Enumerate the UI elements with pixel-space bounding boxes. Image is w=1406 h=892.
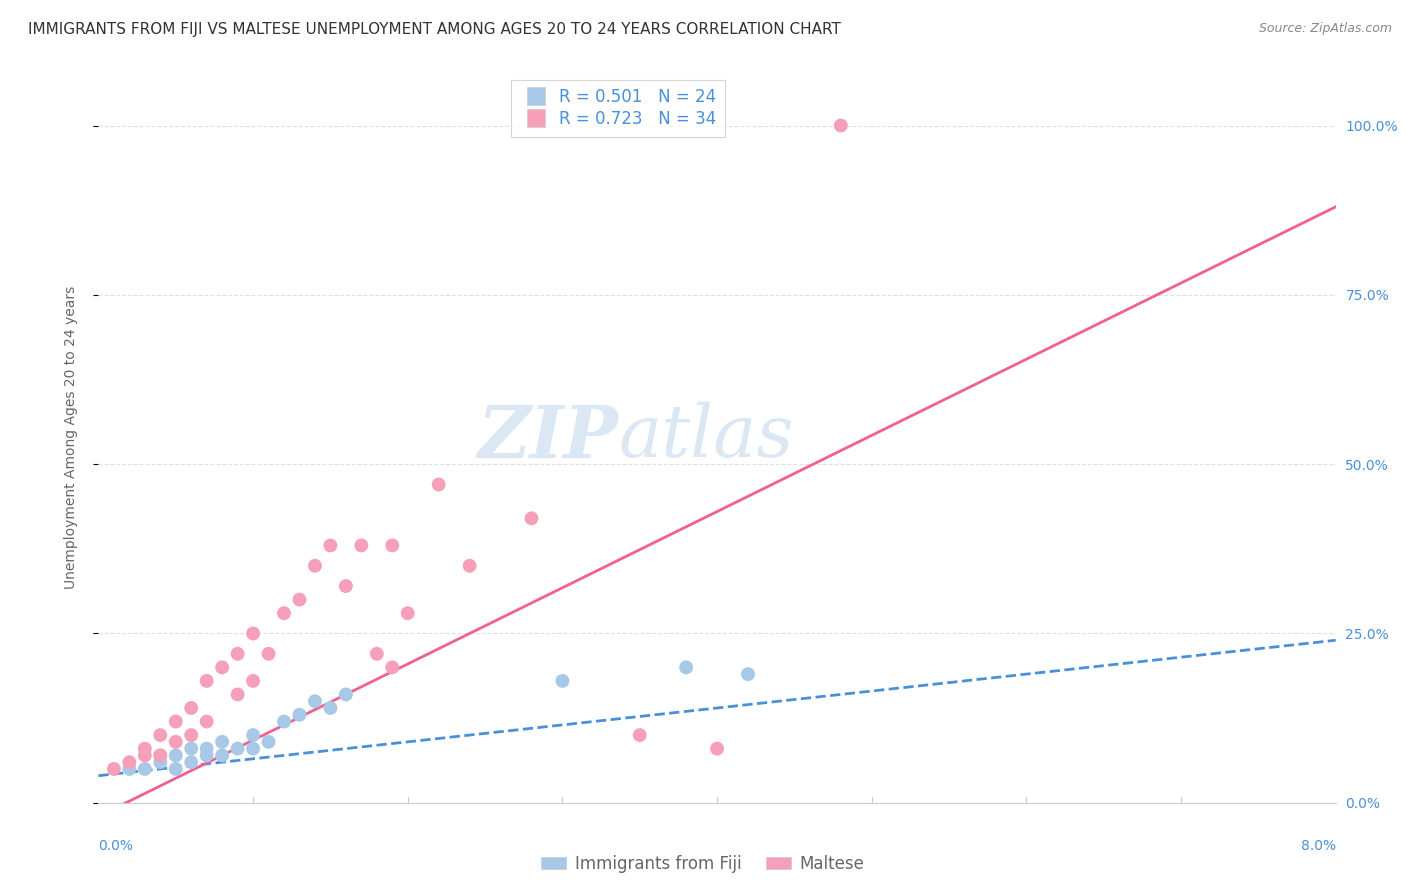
Point	[226, 647, 249, 661]
Point	[180, 701, 202, 715]
Point	[675, 660, 697, 674]
Point	[165, 762, 187, 776]
Point	[304, 694, 326, 708]
Point	[118, 762, 141, 776]
Point	[706, 741, 728, 756]
Point	[396, 606, 419, 620]
Point	[134, 748, 156, 763]
Point	[242, 626, 264, 640]
Point	[628, 728, 651, 742]
Text: Source: ZipAtlas.com: Source: ZipAtlas.com	[1258, 22, 1392, 36]
Point	[195, 714, 218, 729]
Point	[149, 748, 172, 763]
Point	[304, 558, 326, 573]
Point	[242, 728, 264, 742]
Point	[180, 755, 202, 769]
Point	[134, 762, 156, 776]
Point	[103, 762, 125, 776]
Text: 8.0%: 8.0%	[1301, 839, 1336, 854]
Point	[520, 511, 543, 525]
Point	[288, 592, 311, 607]
Text: ZIP: ZIP	[477, 401, 619, 473]
Point	[257, 735, 280, 749]
Point	[242, 741, 264, 756]
Text: atlas: atlas	[619, 401, 793, 473]
Point	[165, 735, 187, 749]
Point	[381, 660, 404, 674]
Point	[149, 748, 172, 763]
Point	[195, 741, 218, 756]
Point	[737, 667, 759, 681]
Point	[195, 673, 218, 688]
Point	[134, 741, 156, 756]
Point	[319, 701, 342, 715]
Point	[288, 707, 311, 722]
Text: IMMIGRANTS FROM FIJI VS MALTESE UNEMPLOYMENT AMONG AGES 20 TO 24 YEARS CORRELATI: IMMIGRANTS FROM FIJI VS MALTESE UNEMPLOY…	[28, 22, 841, 37]
Point	[242, 673, 264, 688]
Point	[319, 538, 342, 552]
Legend: Immigrants from Fiji, Maltese: Immigrants from Fiji, Maltese	[534, 848, 872, 880]
Point	[226, 741, 249, 756]
Point	[366, 647, 388, 661]
Point	[165, 714, 187, 729]
Point	[180, 741, 202, 756]
Point	[180, 728, 202, 742]
Point	[211, 748, 233, 763]
Point	[551, 673, 574, 688]
Point	[149, 728, 172, 742]
Point	[427, 477, 450, 491]
Point	[195, 748, 218, 763]
Point	[830, 119, 852, 133]
Point	[273, 606, 295, 620]
Point	[226, 688, 249, 702]
Point	[257, 647, 280, 661]
Point	[273, 714, 295, 729]
Point	[335, 579, 357, 593]
Legend: R = 0.501   N = 24, R = 0.723   N = 34: R = 0.501 N = 24, R = 0.723 N = 34	[512, 79, 725, 136]
Point	[335, 688, 357, 702]
Y-axis label: Unemployment Among Ages 20 to 24 years: Unemployment Among Ages 20 to 24 years	[63, 285, 77, 589]
Point	[149, 755, 172, 769]
Point	[350, 538, 373, 552]
Point	[211, 660, 233, 674]
Point	[211, 735, 233, 749]
Point	[165, 748, 187, 763]
Point	[381, 538, 404, 552]
Text: 0.0%: 0.0%	[98, 839, 134, 854]
Point	[458, 558, 481, 573]
Point	[118, 755, 141, 769]
